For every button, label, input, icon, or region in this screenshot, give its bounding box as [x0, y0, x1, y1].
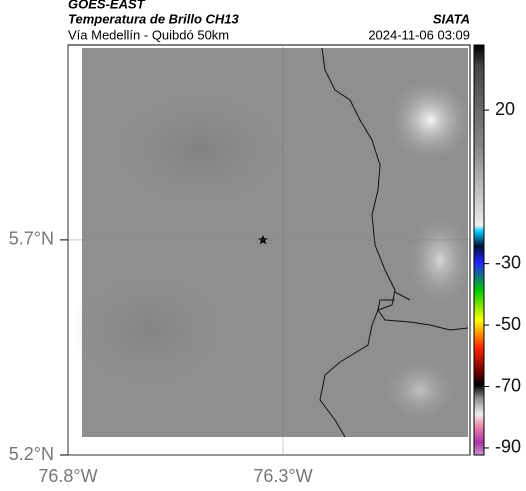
map-image	[67, 44, 475, 456]
colorbar-tick-label: -30	[495, 252, 521, 272]
colorbar-tick-label: -50	[495, 314, 521, 334]
colorbar	[473, 44, 485, 456]
texture	[110, 90, 290, 210]
y-tick-label: 5.7°N	[9, 229, 54, 249]
x-tick-label: 76.8°W	[38, 466, 97, 486]
map-frame	[67, 44, 471, 456]
agency: SIATA	[433, 11, 470, 26]
cloud	[380, 355, 460, 425]
colorbar-tick-label: -90	[495, 437, 521, 457]
location-marker	[258, 235, 268, 245]
border	[319, 47, 469, 438]
product: Temperatura de Brillo CH13	[68, 11, 240, 26]
x-tick-label: 76.3°W	[253, 466, 312, 486]
datetime: 2024-11-06 03:09	[368, 27, 470, 42]
colorbar-tick-label: -70	[495, 375, 521, 395]
source: GOES-EAST	[68, 0, 146, 11]
y-tick-label: 5.2°N	[9, 444, 54, 464]
texture	[70, 270, 230, 390]
cloud	[405, 210, 475, 310]
colorbar-tick-label: 20	[495, 99, 515, 119]
route: Vía Medellín - Quibdó 50km	[68, 27, 229, 42]
cloud	[385, 75, 475, 165]
